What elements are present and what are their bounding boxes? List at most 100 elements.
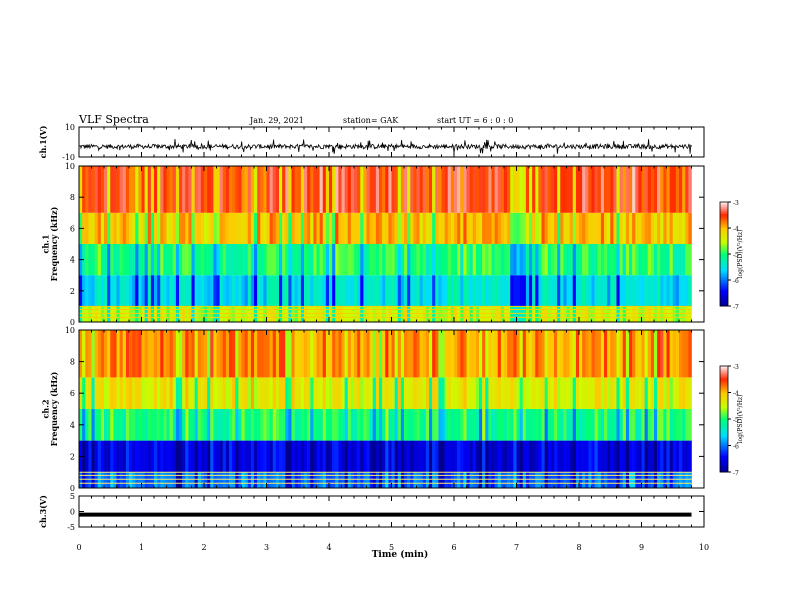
spectral-cell bbox=[475, 330, 480, 378]
spectral-cell bbox=[366, 212, 370, 244]
spectral-cell bbox=[163, 409, 167, 441]
spectral-cell bbox=[547, 275, 552, 307]
spectral-cell bbox=[157, 377, 161, 409]
spectral-cell bbox=[588, 306, 592, 322]
spectral-cell bbox=[307, 330, 311, 378]
spectral-cell bbox=[213, 409, 217, 441]
spectral-cell bbox=[388, 306, 392, 322]
spectral-cell bbox=[125, 377, 130, 409]
spectral-cell bbox=[585, 440, 589, 473]
spectral-cell bbox=[491, 212, 495, 244]
spectral-cell bbox=[469, 275, 474, 307]
spectral-cell bbox=[85, 409, 89, 441]
spectral-cell bbox=[572, 306, 577, 322]
spectral-cell bbox=[363, 166, 367, 213]
spectral-cell bbox=[172, 440, 177, 473]
spectral-cell bbox=[188, 275, 192, 307]
spectral-cell bbox=[235, 275, 239, 307]
spectral-cell bbox=[160, 306, 164, 322]
spectral-cell bbox=[125, 275, 130, 307]
spectral-cell bbox=[357, 244, 361, 276]
spectral-cell bbox=[282, 275, 286, 307]
spectral-cell bbox=[629, 330, 633, 378]
spectral-cell bbox=[654, 472, 658, 488]
spectral-cell bbox=[322, 166, 327, 213]
spectral-cell bbox=[519, 472, 524, 488]
spectral-cell bbox=[266, 472, 270, 488]
spectral-cell bbox=[160, 212, 164, 244]
spectral-cell bbox=[635, 306, 639, 322]
spectral-cell bbox=[154, 472, 158, 488]
spectral-cell bbox=[297, 275, 302, 307]
spectral-cell bbox=[616, 377, 620, 409]
spectral-cell bbox=[500, 275, 505, 307]
spectral-cell bbox=[188, 377, 192, 409]
spectral-cell bbox=[550, 306, 555, 322]
spectral-cell bbox=[238, 377, 242, 409]
spectral-cell bbox=[613, 306, 617, 322]
spectral-cell bbox=[569, 440, 574, 473]
spectral-cell bbox=[344, 212, 349, 244]
spectral-cell bbox=[500, 306, 505, 322]
spectral-cell bbox=[682, 330, 686, 378]
x-tick-label: 3 bbox=[264, 543, 269, 552]
spectral-cell bbox=[425, 440, 430, 473]
spectral-cell bbox=[544, 306, 549, 322]
spectral-cell bbox=[260, 409, 264, 441]
spectral-cell bbox=[300, 306, 305, 322]
spectral-cell bbox=[244, 409, 249, 441]
spectral-cell bbox=[207, 409, 211, 441]
spectral-cell bbox=[679, 330, 683, 378]
spectral-cell bbox=[597, 330, 602, 378]
spectral-cell bbox=[322, 244, 327, 276]
spectral-cell bbox=[360, 275, 364, 307]
spectral-cell bbox=[154, 244, 158, 276]
spectral-cell bbox=[138, 440, 142, 473]
spectral-cell bbox=[388, 212, 392, 244]
spectral-cell bbox=[100, 377, 105, 409]
spectral-cell bbox=[219, 472, 224, 488]
spectral-cell bbox=[497, 244, 502, 276]
spectral-cell bbox=[250, 212, 255, 244]
spectral-cell bbox=[397, 377, 402, 409]
spectral-cell bbox=[650, 166, 655, 213]
spectral-cell bbox=[629, 472, 633, 488]
spectral-cell bbox=[97, 409, 102, 441]
spectral-cell bbox=[266, 440, 270, 473]
spectral-cell bbox=[169, 377, 174, 409]
y-tick-label: 6 bbox=[70, 224, 75, 233]
spectral-cell bbox=[219, 166, 224, 213]
colorbar-tick-label: -4 bbox=[733, 391, 739, 398]
spectral-cell bbox=[582, 212, 586, 244]
spectral-cell bbox=[88, 166, 92, 213]
spectral-cell bbox=[175, 330, 180, 378]
spectral-cell bbox=[235, 472, 239, 488]
spectral-cell bbox=[472, 377, 477, 409]
spectral-cell bbox=[575, 275, 580, 307]
spectral-cell bbox=[535, 244, 539, 276]
spectral-cell bbox=[363, 212, 367, 244]
spectral-cell bbox=[185, 409, 189, 441]
spectral-cell bbox=[163, 306, 167, 322]
spectral-cell bbox=[160, 166, 164, 213]
spectral-cell bbox=[529, 166, 533, 213]
spectral-cell bbox=[254, 212, 258, 244]
spectral-cell bbox=[82, 166, 86, 213]
spectral-cell bbox=[572, 409, 577, 441]
spectral-cell bbox=[122, 377, 127, 409]
spectral-cell bbox=[472, 244, 477, 276]
spectral-cell bbox=[375, 275, 380, 307]
spectral-cell bbox=[616, 275, 620, 307]
spectral-cell bbox=[541, 275, 545, 307]
spectral-cell bbox=[254, 166, 258, 213]
spectral-cell bbox=[79, 306, 83, 322]
spectral-cell bbox=[191, 275, 195, 307]
spectral-cell bbox=[225, 275, 230, 307]
spectral-cell bbox=[472, 306, 477, 322]
spectral-cell bbox=[329, 275, 333, 307]
spectral-cell bbox=[113, 244, 117, 276]
spectral-cell bbox=[516, 212, 520, 244]
spectral-cell bbox=[669, 330, 674, 378]
spectral-cell bbox=[207, 330, 211, 378]
spectral-cell bbox=[285, 244, 289, 276]
